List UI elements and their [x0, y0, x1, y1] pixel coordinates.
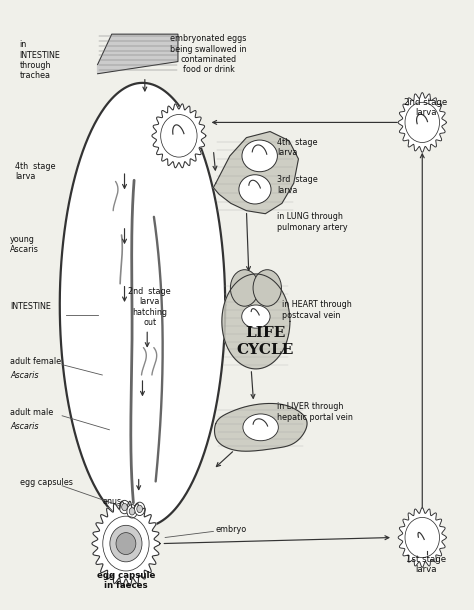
Text: egg capsule
in faeces: egg capsule in faeces — [97, 571, 155, 590]
Circle shape — [129, 508, 135, 515]
Text: anus: anus — [102, 497, 121, 506]
Text: 4th  stage
larva: 4th stage larva — [15, 162, 55, 181]
Polygon shape — [152, 104, 206, 168]
Polygon shape — [60, 83, 225, 527]
Text: 4th  stage
larva: 4th stage larva — [277, 138, 318, 157]
Polygon shape — [213, 132, 299, 214]
Ellipse shape — [116, 533, 136, 554]
Ellipse shape — [242, 305, 270, 328]
Text: young
Ascaris: young Ascaris — [10, 235, 39, 254]
Text: in HEART through
postcaval vein: in HEART through postcaval vein — [282, 300, 352, 320]
Polygon shape — [98, 34, 178, 74]
Ellipse shape — [242, 140, 277, 171]
Text: Ascaris: Ascaris — [10, 371, 39, 380]
Text: in LUNG through
pulmonary artery: in LUNG through pulmonary artery — [277, 212, 348, 232]
Polygon shape — [92, 501, 160, 586]
Text: in
INTESTINE
through
trachea: in INTESTINE through trachea — [19, 40, 61, 81]
Circle shape — [127, 504, 137, 518]
Ellipse shape — [243, 414, 278, 440]
Text: in LIVER through
hepatic portal vein: in LIVER through hepatic portal vein — [277, 403, 353, 422]
Ellipse shape — [239, 174, 271, 204]
Circle shape — [122, 503, 128, 511]
Text: 2nd  stage
larva
hatching
out: 2nd stage larva hatching out — [128, 287, 171, 327]
Circle shape — [119, 500, 130, 514]
Text: Ascaris: Ascaris — [10, 423, 39, 431]
Text: INTESTINE: INTESTINE — [10, 302, 51, 311]
Polygon shape — [398, 508, 447, 567]
Polygon shape — [398, 93, 447, 152]
Circle shape — [135, 502, 145, 515]
Text: 2nd stage
larva: 2nd stage larva — [404, 98, 447, 118]
Text: adult male: adult male — [10, 409, 54, 417]
Circle shape — [253, 270, 282, 306]
Text: LIFE
CYCLE: LIFE CYCLE — [237, 326, 294, 357]
Text: 1st stage
larva: 1st stage larva — [406, 554, 446, 574]
Polygon shape — [222, 274, 290, 369]
Ellipse shape — [110, 525, 142, 562]
Circle shape — [230, 270, 259, 306]
Text: 3rd  stage
larva: 3rd stage larva — [277, 175, 318, 195]
Text: adult female: adult female — [10, 357, 61, 366]
Text: egg capsules: egg capsules — [19, 478, 73, 487]
Text: embryo: embryo — [216, 525, 247, 534]
Text: embryonated eggs
being swallowed in
contaminated
food or drink: embryonated eggs being swallowed in cont… — [170, 34, 247, 74]
Polygon shape — [215, 403, 307, 451]
Circle shape — [137, 505, 143, 512]
